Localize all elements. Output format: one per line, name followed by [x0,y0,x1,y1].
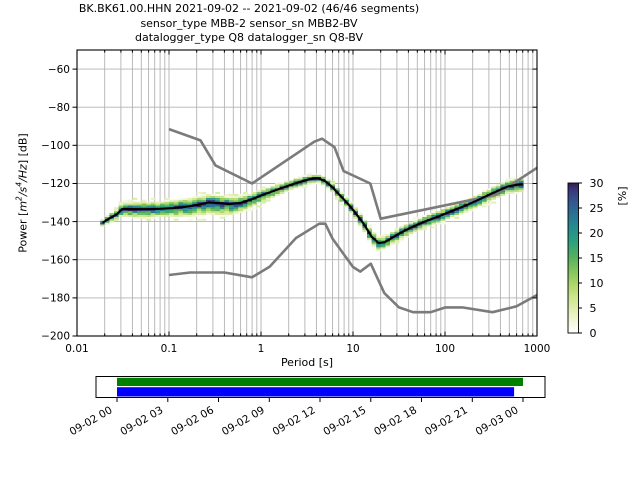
y-tick-label: −80 [48,102,70,114]
y-tick-label: −200 [41,331,70,343]
psd-mode-line [102,177,523,245]
colorbar-tick-label: 10 [590,277,604,290]
timeline: 09-02 00 09-02 03 09-02 06 09-02 09 09-02 12… [68,376,546,438]
colorbar-tick-label: 0 [590,327,597,340]
y-tick-label: −180 [41,293,70,305]
y-tick-label: −120 [41,178,70,190]
colorbar-tick-label: 20 [590,227,604,240]
y-tick-label: −60 [48,64,70,76]
figure-title-line2: sensor_type MBB-2 sensor_sn MBB2-BV [140,16,358,30]
axes-frame [76,49,538,337]
x-tick-label: 100 [435,343,455,355]
grid-lines [76,50,537,336]
colorbar: 0 5 10 15 20 25 30 [%] [567,177,629,340]
colorbar-unit-label: [%] [616,186,629,205]
x-tick-label: 0.1 [161,343,178,355]
y-tick-label: −140 [41,216,70,228]
timeline-tick-label: 09-02 15 [321,404,368,438]
axis-ticks [72,50,538,337]
timeline-tick-label: 09-02 18 [372,404,419,438]
x-tick-label: 1000 [524,343,551,355]
timeline-tick-label: 09-02 03 [118,404,165,438]
colorbar-tick-label: 25 [590,202,604,215]
x-axis-label: Period [s] [280,356,334,369]
timeline-tick-label: 09-03 00 [474,404,521,438]
x-tick-label: 1 [258,343,265,355]
colorbar-gradient [567,182,579,334]
timeline-tick-label: 09-02 12 [271,404,318,438]
timeline-data-bar [117,377,523,386]
timeline-tick-label: 09-02 06 [169,404,216,438]
high-noise-model-curve [168,127,537,220]
figure-title-line3: datalogger_type Q8 datalogger_sn Q8-BV [134,31,364,44]
timeline-tick-label: 09-02 00 [68,404,115,438]
y-tick-label: −160 [41,254,70,266]
colorbar-tick-label: 30 [590,177,604,190]
low-noise-model-curve [168,222,537,314]
psd-histogram [100,173,524,252]
figure-title-line1: BK.BK61.00.HHN 2021-09-02 -- 2021-09-02 … [78,2,420,15]
timeline-tick-label: 09-02 09 [220,404,267,438]
colorbar-tick-label: 15 [590,252,604,265]
colorbar-tick-label: 5 [590,302,597,315]
x-tick-label: 0.01 [65,343,88,355]
timeline-tick-label: 09-02 21 [423,404,470,438]
timeline-psd-bar [117,387,515,397]
x-tick-label: 10 [346,343,359,355]
y-tick-label: −100 [41,140,70,152]
